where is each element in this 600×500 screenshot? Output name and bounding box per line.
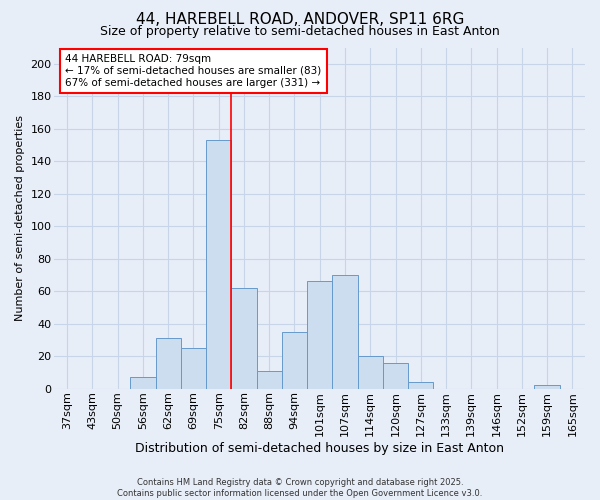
Bar: [358, 356, 383, 388]
Bar: [332, 275, 358, 388]
Bar: [383, 362, 408, 388]
Text: Size of property relative to semi-detached houses in East Anton: Size of property relative to semi-detach…: [100, 25, 500, 38]
X-axis label: Distribution of semi-detached houses by size in East Anton: Distribution of semi-detached houses by …: [135, 442, 504, 455]
Bar: [257, 371, 282, 388]
Bar: [307, 282, 332, 389]
Bar: [282, 332, 307, 388]
Y-axis label: Number of semi-detached properties: Number of semi-detached properties: [15, 115, 25, 321]
Bar: [408, 382, 433, 388]
Text: 44 HAREBELL ROAD: 79sqm
← 17% of semi-detached houses are smaller (83)
67% of se: 44 HAREBELL ROAD: 79sqm ← 17% of semi-de…: [65, 54, 322, 88]
Text: Contains HM Land Registry data © Crown copyright and database right 2025.
Contai: Contains HM Land Registry data © Crown c…: [118, 478, 482, 498]
Bar: [181, 348, 206, 389]
Bar: [535, 386, 560, 388]
Title: 44, HAREBELL ROAD, ANDOVER, SP11 6RG
Size of property relative to semi-detached : 44, HAREBELL ROAD, ANDOVER, SP11 6RG Siz…: [0, 499, 1, 500]
Bar: [232, 288, 257, 388]
Bar: [206, 140, 232, 388]
Bar: [155, 338, 181, 388]
Bar: [130, 378, 155, 388]
Text: 44, HAREBELL ROAD, ANDOVER, SP11 6RG: 44, HAREBELL ROAD, ANDOVER, SP11 6RG: [136, 12, 464, 28]
